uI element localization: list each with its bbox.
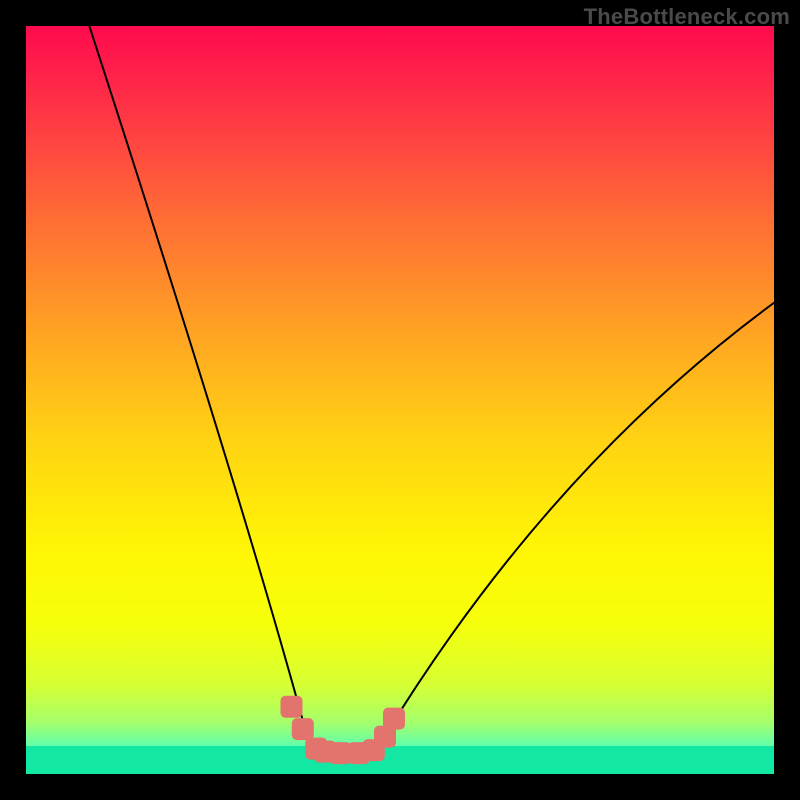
scatter-marker xyxy=(281,696,303,718)
plot-area xyxy=(26,26,774,774)
scatter-marker xyxy=(383,708,405,730)
watermark-text: TheBottleneck.com xyxy=(584,4,790,30)
figure-root: TheBottleneck.com xyxy=(0,0,800,800)
scatter-markers xyxy=(26,26,774,774)
scatter-marker xyxy=(292,718,314,740)
